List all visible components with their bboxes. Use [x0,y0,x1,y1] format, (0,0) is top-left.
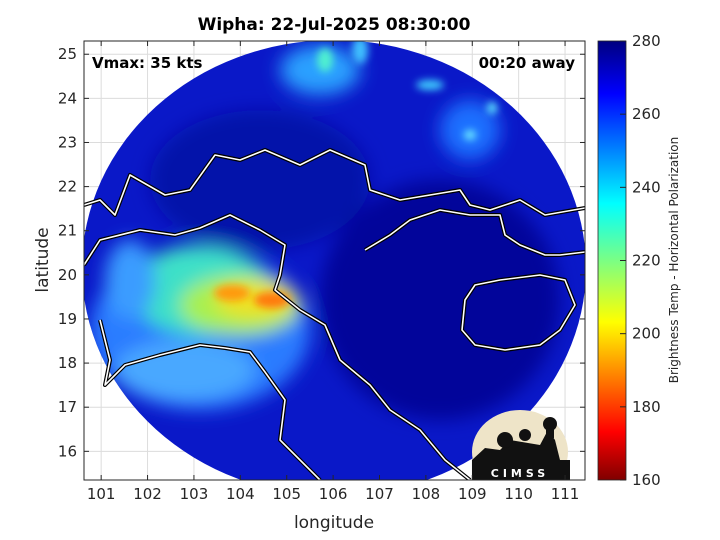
colorbar-tick-label: 180 [632,398,661,416]
x-tick-label: 103 [180,485,209,503]
y-tick-label: 23 [58,133,77,151]
colorbar-ticks: 160 180 200 220 240 260 280 [620,32,661,489]
y-tick-label: 20 [58,266,77,284]
colorbar-tick-label: 260 [632,105,661,123]
colorbar-tick-label: 220 [632,252,661,270]
y-tick-label: 16 [58,442,77,460]
x-axis-label: longitude [294,513,374,533]
colorbar-tick-label: 280 [632,32,661,50]
colorbar-tick-label: 200 [632,325,661,343]
x-tick-label: 111 [551,485,580,503]
colorbar-label: Brightness Temp - Horizontal Polarizatio… [667,137,681,384]
y-tick-label: 25 [58,45,77,63]
y-tick-label: 17 [58,398,77,416]
x-tick-label: 104 [226,485,255,503]
y-tick-label: 18 [58,354,77,372]
x-tick-label: 107 [365,485,394,503]
y-axis-label: latitude [33,227,53,292]
x-tick-label: 105 [272,485,301,503]
y-tick-label: 24 [58,89,77,107]
vmax-annotation: Vmax: 35 kts [92,54,202,72]
axes: 101 102 103 104 105 106 107 108 109 110 111 16 17 18 1… [58,41,585,503]
y-tick-label: 19 [58,310,77,328]
y-tick-label: 21 [58,222,77,240]
colorbar-tick-label: 160 [632,471,661,489]
colorbar-tick-label: 240 [632,178,661,196]
coastlines [84,148,585,480]
x-tick-label: 106 [319,485,348,503]
y-tick-label: 22 [58,178,77,196]
x-tick-label: 109 [458,485,487,503]
x-tick-label: 101 [87,485,116,503]
time-away-annotation: 00:20 away [479,54,576,72]
x-tick-label: 102 [133,485,162,503]
x-tick-label: 108 [412,485,441,503]
plot-area: Vmax: 35 kts 00:20 away CIMSS [84,41,585,480]
cimss-logo: CIMSS [472,410,570,480]
chart-title: Wipha: 22-Jul-2025 08:30:00 [198,15,471,35]
brightness-temp-field [84,41,585,480]
logo-text: CIMSS [491,467,549,480]
x-tick-label: 110 [504,485,533,503]
plot-frame [83,40,586,481]
